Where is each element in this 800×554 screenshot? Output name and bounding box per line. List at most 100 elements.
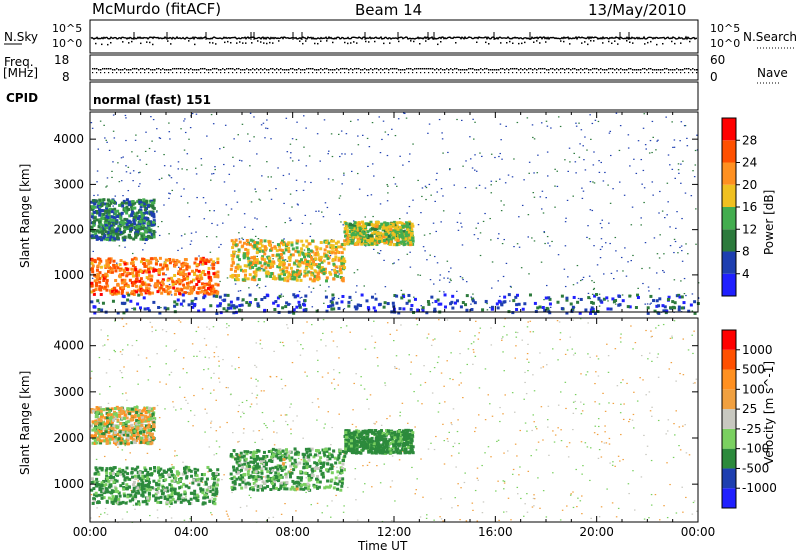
range-gate-cell	[329, 243, 333, 247]
range-gate-cell	[531, 237, 533, 239]
range-gate-cell	[557, 427, 559, 429]
range-gate-cell	[294, 271, 298, 275]
nave-point	[536, 72, 538, 74]
range-gate-cell	[270, 262, 274, 266]
range-gate-cell	[437, 302, 441, 306]
nave-point	[284, 72, 286, 74]
range-gate-cell	[338, 413, 340, 415]
colorbar-tick-label: 4	[742, 267, 750, 281]
range-gate-cell	[116, 290, 120, 294]
range-gate-cell	[168, 122, 170, 124]
range-gate-cell	[598, 171, 601, 174]
range-gate-cell	[379, 238, 383, 242]
range-gate-cell	[222, 307, 226, 311]
range-gate-cell	[496, 440, 498, 443]
nave-point	[484, 72, 486, 74]
range-gate-cell	[113, 201, 117, 205]
range-gate-cell	[693, 300, 697, 304]
range-gate-cell	[281, 341, 284, 344]
range-gate-cell	[139, 205, 143, 209]
range-gate-cell	[602, 180, 605, 182]
range-gate-cell	[246, 256, 250, 260]
freq-point	[316, 69, 318, 71]
nsearch-point	[680, 42, 682, 44]
range-gate-cell	[276, 432, 278, 434]
range-gate-cell	[173, 264, 177, 268]
range-gate-cell	[289, 406, 291, 408]
range-gate-cell	[135, 290, 139, 294]
range-gate-cell	[101, 275, 105, 279]
range-gate-cell	[261, 255, 265, 259]
range-gate-cell	[265, 127, 267, 129]
range-gate-cell	[125, 267, 129, 271]
range-gate-cell	[486, 302, 488, 305]
range-gate-cell	[331, 331, 333, 333]
range-gate-cell	[104, 137, 106, 139]
freq-point	[430, 68, 432, 70]
range-gate-cell	[282, 174, 285, 177]
range-gate-cell	[539, 196, 542, 198]
range-gate-cell	[131, 307, 133, 310]
range-gate-cell	[603, 273, 605, 275]
range-gate-cell	[130, 200, 134, 204]
range-gate-cell	[274, 246, 278, 250]
range-gate-cell	[433, 519, 435, 521]
range-gate-cell	[249, 165, 251, 167]
range-gate-cell	[105, 372, 108, 374]
range-gate-cell	[608, 443, 611, 445]
range-gate-cell	[511, 311, 515, 315]
range-gate-cell	[669, 245, 672, 247]
range-gate-cell	[623, 194, 626, 196]
freq-point	[120, 69, 122, 71]
freq-point	[344, 68, 346, 70]
range-gate-cell	[385, 222, 389, 226]
range-gate-cell	[680, 295, 684, 299]
range-gate-cell	[100, 198, 104, 202]
range-gate-cell	[304, 266, 308, 270]
range-gate-cell	[448, 271, 450, 273]
range-gate-cell	[122, 295, 126, 299]
date-label: 13/May/2010	[588, 1, 687, 19]
range-gate-cell	[338, 213, 341, 216]
range-gate-cell	[396, 227, 400, 231]
freq-point	[682, 69, 684, 71]
range-gate-cell	[671, 305, 675, 309]
range-gate-cell	[303, 270, 307, 274]
range-gate-cell	[171, 280, 175, 284]
range-gate-cell	[120, 291, 124, 295]
range-gate-cell	[393, 294, 397, 298]
range-gate-cell	[194, 257, 198, 261]
range-gate-cell	[254, 273, 258, 277]
range-gate-cell	[552, 430, 554, 432]
range-gate-cell	[135, 277, 139, 281]
range-gate-cell	[105, 474, 109, 478]
range-gate-cell	[578, 156, 581, 158]
nave-point	[388, 72, 390, 74]
range-gate-cell	[111, 495, 115, 499]
range-gate-cell	[589, 181, 592, 183]
range-gate-cell	[173, 350, 176, 352]
range-gate-cell	[589, 356, 591, 358]
range-gate-cell	[471, 167, 474, 169]
range-gate-cell	[524, 422, 527, 424]
nave-point	[364, 72, 366, 74]
nave-point	[624, 72, 626, 74]
range-gate-cell	[611, 502, 614, 504]
range-gate-cell	[377, 365, 379, 367]
range-gate-cell	[140, 203, 144, 207]
range-gate-cell	[515, 293, 519, 297]
range-gate-cell	[648, 352, 651, 354]
range-gate-cell	[687, 349, 690, 351]
range-gate-cell	[262, 122, 265, 124]
range-gate-cell	[122, 311, 126, 315]
range-gate-cell	[409, 233, 413, 237]
range-gate-cell	[181, 272, 185, 276]
range-gate-cell	[325, 345, 327, 347]
range-gate-cell	[461, 119, 463, 122]
range-gate-cell	[331, 269, 333, 271]
range-gate-cell	[238, 404, 240, 407]
range-gate-cell	[216, 478, 220, 482]
range-gate-cell	[286, 279, 290, 283]
range-gate-cell	[350, 299, 353, 301]
freq-point	[376, 68, 378, 70]
